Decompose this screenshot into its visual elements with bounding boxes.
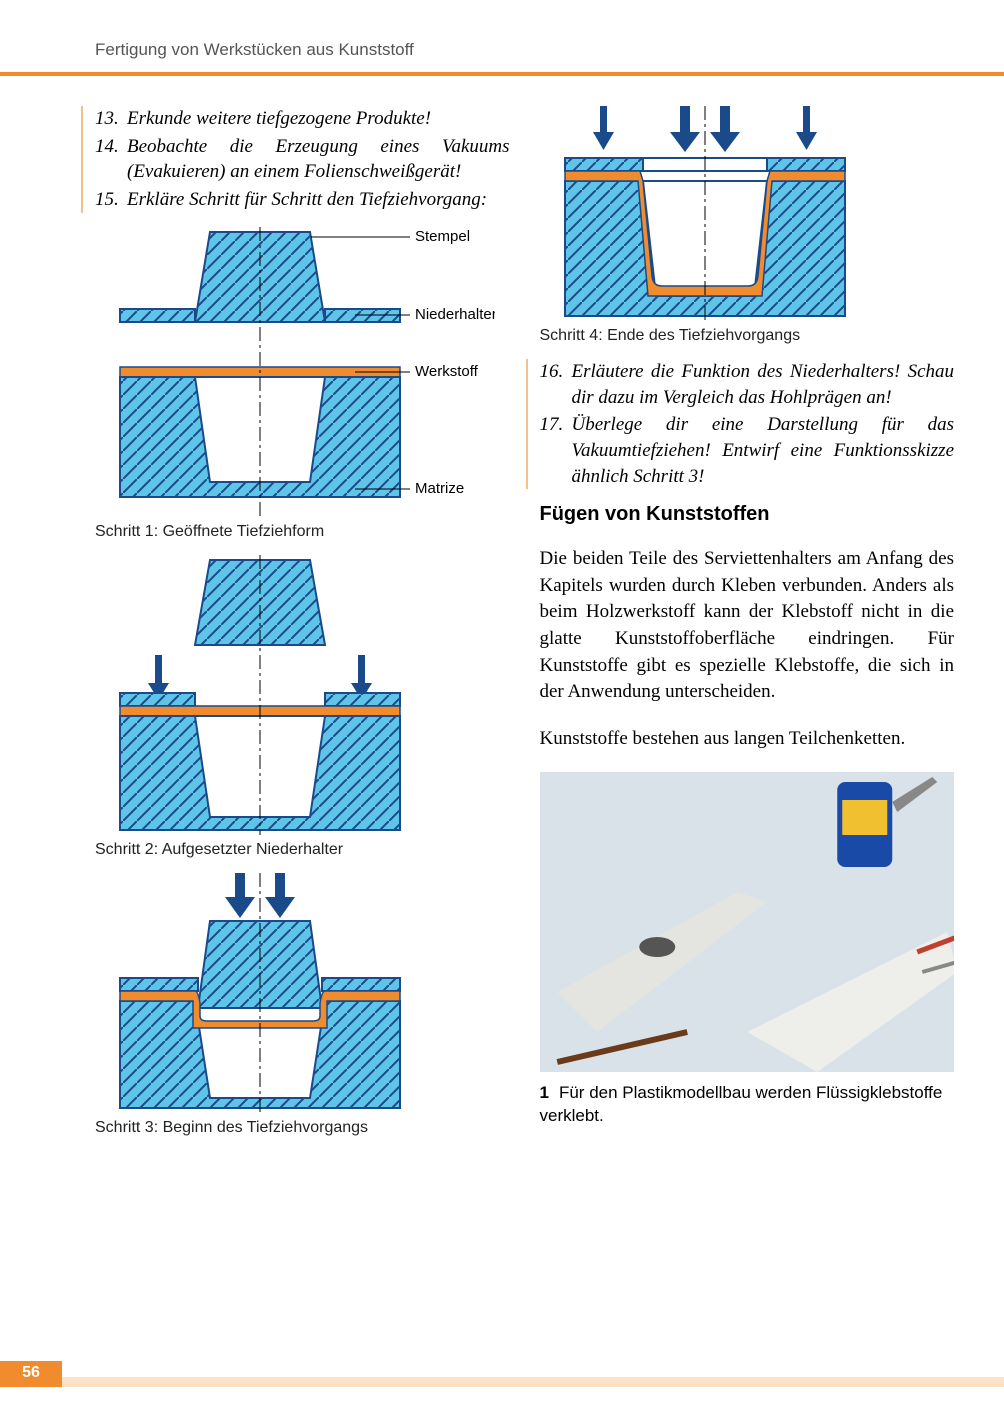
task-number: 14.	[95, 134, 127, 185]
page-number: 56	[0, 1361, 62, 1387]
running-title: Fertigung von Werkstücken aus Kunststoff	[95, 40, 414, 59]
task-item: 15. Erkläre Schritt für Schritt den Tief…	[95, 187, 510, 213]
photo-model-gluing	[540, 772, 955, 1072]
task-text: Beobachte die Erzeugung eines Vakuums (E…	[127, 134, 510, 185]
task-number: 13.	[95, 106, 127, 132]
running-header: Fertigung von Werkstücken aus Kunststoff	[0, 0, 1004, 68]
photo-number: 1	[540, 1083, 549, 1102]
paragraph: Kunststoffe bestehen aus langen Teilchen…	[540, 726, 955, 753]
diagram-caption: Schritt 3: Beginn des Tiefziehvorgangs	[95, 1119, 510, 1137]
task-text: Erkunde weitere tiefgezogene Produkte!	[127, 106, 510, 132]
label-matrize: Matrize	[415, 480, 464, 497]
label-niederhalter: Niederhalter	[415, 306, 495, 323]
task-item: 14. Beobachte die Erzeugung eines Vakuum…	[95, 134, 510, 185]
task-text: Erkläre Schritt für Schritt den Tiefzieh…	[127, 187, 510, 213]
task-number: 15.	[95, 187, 127, 213]
diagram-step-4: Schritt 4: Ende des Tiefziehvorgangs	[540, 106, 955, 345]
task-list-right: 16. Erläutere die Funktion des Niederhal…	[540, 359, 955, 489]
diagram-step-2: Schritt 2: Aufgesetzter Niederhalter	[95, 555, 510, 859]
task-number: 17.	[540, 412, 572, 489]
label-werkstoff: Werkstoff	[415, 363, 479, 380]
diagram-caption: Schritt 4: Ende des Tiefziehvorgangs	[540, 327, 955, 345]
diagram-caption: Schritt 1: Geöffnete Tiefziehform	[95, 523, 510, 541]
task-item: 13. Erkunde weitere tiefgezogene Produkt…	[95, 106, 510, 132]
diagram-caption: Schritt 2: Aufgesetzter Niederhalter	[95, 841, 510, 859]
task-item: 16. Erläutere die Funktion des Niederhal…	[540, 359, 955, 410]
diagram-step-3: Schritt 3: Beginn des Tiefziehvorgangs	[95, 873, 510, 1137]
task-text: Überlege dir eine Darstellung für das Va…	[572, 412, 955, 489]
photo-caption: 1Für den Plastikmodellbau werden Flüssig…	[540, 1082, 955, 1128]
diagram-step-1: Stempel Niederhalter Werkstoff Matrize S…	[95, 227, 510, 541]
section-heading: Fügen von Kunststoffen	[540, 503, 955, 526]
task-text: Erläutere die Funktion des Niederhalters…	[572, 359, 955, 410]
page-footer: 56	[0, 1361, 1004, 1387]
task-item: 17. Überlege dir eine Darstellung für da…	[540, 412, 955, 489]
photo-caption-text: Für den Plastikmodellbau werden Flüssigk…	[540, 1083, 943, 1125]
paragraph: Die beiden Teile des Serviettenhalters a…	[540, 546, 955, 706]
label-stempel: Stempel	[415, 228, 470, 245]
task-list-left: 13. Erkunde weitere tiefgezogene Produkt…	[95, 106, 510, 213]
task-number: 16.	[540, 359, 572, 410]
footer-rule	[62, 1377, 1004, 1387]
